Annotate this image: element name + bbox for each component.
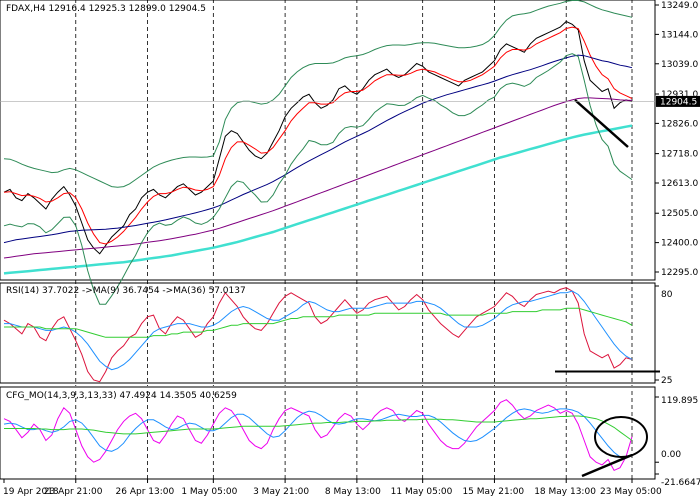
price-ma-purple-line — [3, 97, 633, 259]
cfg-panel-title: CFG_MO(14,3,9,3,13,33) 47.4924 14.3505 4… — [6, 391, 237, 401]
price-panel-border — [0, 0, 656, 281]
cfg-ytick-label: -21.6647 — [661, 478, 700, 488]
cfg-ytick-label: 119.895 — [661, 396, 698, 406]
cfg-panel-border — [0, 386, 656, 480]
cfg-cfg-ma2-line — [4, 415, 633, 441]
time-tick-label: 19 Apr 2018 — [3, 487, 59, 497]
uptrend-line — [581, 453, 633, 478]
price-bb-upper-line — [3, 0, 633, 188]
time-tick-label: 8 May 13:00 — [325, 487, 381, 497]
cfg-cfg-ma1-line — [3, 408, 633, 459]
rsi-grid — [75, 280, 633, 386]
price-ytick-label: 12931.0 — [661, 90, 698, 100]
price-close-line — [3, 20, 633, 255]
price-ytick-label: 13144.0 — [661, 30, 698, 40]
cfg-ytick-label: 0.00 — [661, 450, 681, 460]
price-ytick-label: 12295.0 — [661, 268, 698, 278]
rsi-ytick-label: 80 — [661, 290, 673, 300]
price-series — [3, 0, 633, 305]
price-ytick-label: 12613.0 — [661, 179, 698, 189]
rsi-panel: 80 25 RSI(14) 37.7022 ->MA(9) 36.7454 ->M… — [0, 280, 673, 386]
time-tick-label: 1 May 05:00 — [181, 487, 237, 497]
price-grid — [75, 0, 633, 278]
price-ma-red-line — [3, 26, 633, 245]
last-price-box — [656, 95, 700, 107]
cfg-annotation — [581, 416, 648, 478]
price-ytick-label: 13039.0 — [661, 60, 698, 70]
rsi-panel-title: RSI(14) 37.7022 ->MA(9) 36.7454 ->MA(36)… — [6, 286, 246, 296]
time-tick-label: 23 Apr 21:00 — [44, 487, 103, 497]
price-ma-cyan-line — [3, 124, 633, 275]
price-ytick-label: 12400.0 — [661, 239, 698, 249]
time-tick-label: 15 May 21:00 — [462, 487, 524, 497]
time-tick-label: 26 Apr 13:00 — [116, 487, 175, 497]
rsi-series — [3, 287, 633, 383]
price-axis: 13249.0 13144.0 13039.0 12931.0 12826.0 12718… — [655, 1, 698, 278]
cfg-grid — [75, 391, 633, 480]
trend-line-annotation — [574, 99, 629, 148]
time-tick-label: 23 May 05:00 — [600, 487, 662, 497]
rsi-axis: 80 25 — [655, 285, 673, 386]
price-ytick-label: 12505.0 — [661, 209, 698, 219]
cfg-cfg-line — [3, 399, 633, 472]
rsi-rsi-ma36-line — [4, 307, 633, 338]
cfg-series — [3, 399, 633, 472]
price-panel-title: FDAX,H4 12916.4 12925.3 12899.0 12904.5 — [6, 4, 206, 14]
cfg-axis: 119.895 0.00 -21.6647 — [655, 396, 700, 488]
rsi-panel-border — [0, 282, 656, 384]
price-bb-lower-line — [3, 53, 633, 305]
rsi-rsi-line — [3, 287, 633, 383]
time-tick-label: 18 May 13:00 — [534, 487, 596, 497]
rsi-rsi-ma9-line — [4, 290, 633, 371]
price-ytick-label: 12718.0 — [661, 150, 698, 160]
price-ytick-label: 13249.0 — [661, 1, 698, 11]
time-tick-label: 11 May 05:00 — [391, 487, 453, 497]
cfg-panel: 119.895 0.00 -21.6647 CFG_MO(14,3,9,3,13,3… — [0, 386, 700, 488]
rsi-ytick-label: 25 — [661, 376, 672, 386]
time-tick-label: 3 May 21:00 — [253, 487, 309, 497]
price-ytick-label: 12826.0 — [661, 119, 698, 129]
price-panel: 13249.0 13144.0 13039.0 12931.0 12826.0 12718… — [0, 0, 700, 305]
price-ma-navy-line — [3, 54, 633, 244]
highlight-ellipse — [594, 416, 648, 458]
downtrend-line — [574, 99, 629, 148]
last-price-label: 12904.5 — [660, 97, 697, 107]
